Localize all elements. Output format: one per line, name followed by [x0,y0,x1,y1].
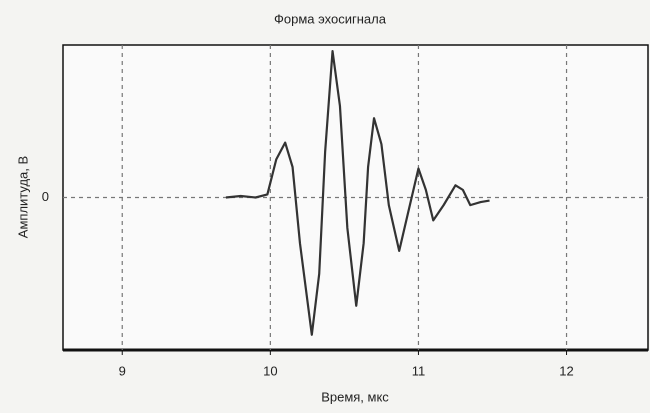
x-tick-label: 10 [263,363,277,378]
x-tick-label: 12 [559,363,573,378]
x-tick-label: 9 [119,363,126,378]
chart-title: Форма эхосигнала [274,11,387,26]
x-axis-label: Время, мкс [321,389,389,404]
signal-line [225,50,490,336]
x-tick-label: 11 [412,363,426,378]
y-tick-label: 0 [42,189,49,204]
y-axis-label: Амплитуда, В [15,156,30,238]
